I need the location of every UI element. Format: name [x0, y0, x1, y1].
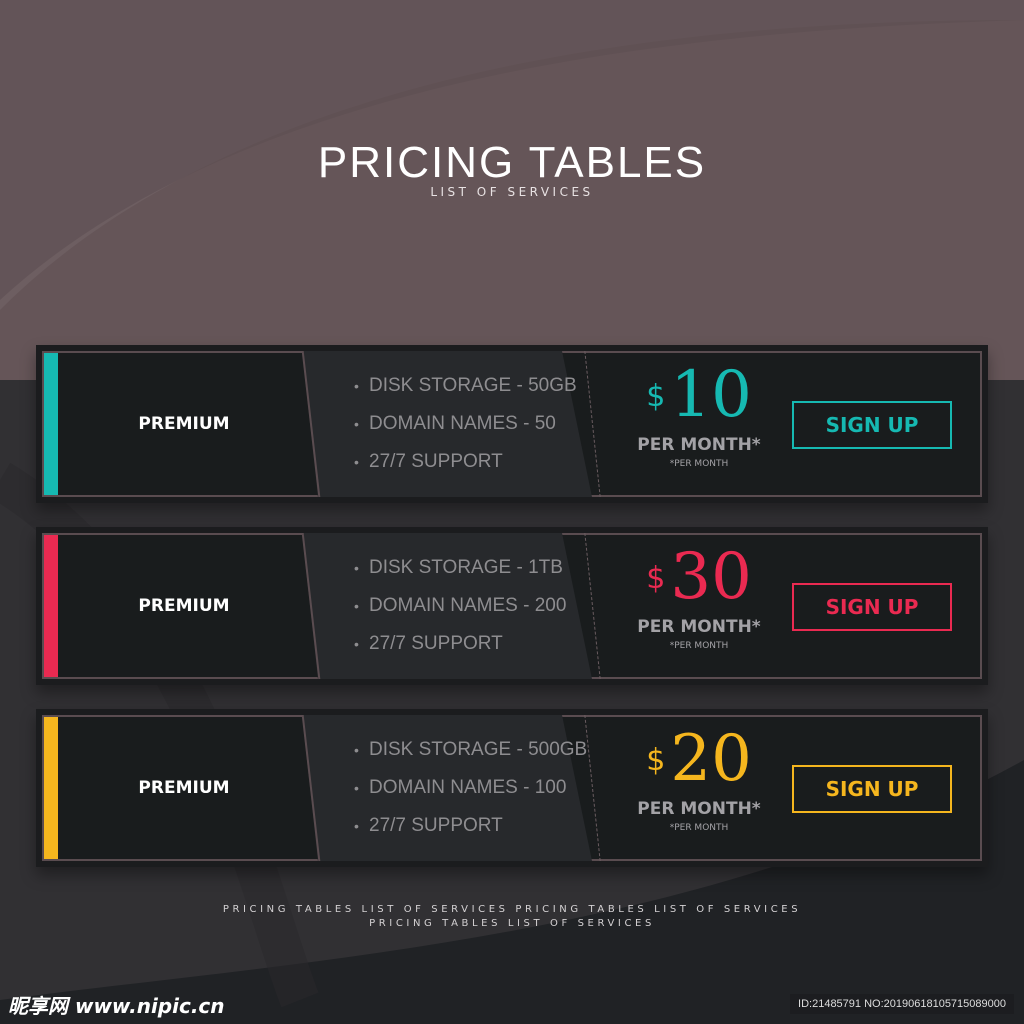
card-inner: PREMIUM • DISK STORAGE - 50GB • DOMAIN NAME… [42, 351, 982, 497]
feature-item: • DOMAIN NAMES - 200 [354, 595, 567, 616]
price-amount: 30 [670, 540, 752, 614]
sign-up-button[interactable]: SIGN UP [792, 765, 952, 813]
per-month-note: *PER MONTH [669, 459, 729, 469]
pricing-card: PREMIUM • DISK STORAGE - 1TB • DOMAIN NAMES… [36, 527, 988, 685]
footer-line-1: PRICING TABLES LIST OF SERVICES PRICING … [222, 904, 802, 915]
price-amount: 10 [670, 358, 752, 432]
feature-item: • DISK STORAGE - 1TB [354, 557, 563, 578]
price-block: $ 30 PER MONTH* *PER MONTH [634, 545, 764, 651]
price-block: $ 20 PER MONTH* *PER MONTH [634, 727, 764, 833]
accent-bar [44, 717, 58, 859]
feature-list: • DISK STORAGE - 1TB • DOMAIN NAMES - 200 • 2… [354, 553, 566, 667]
features-panel [302, 715, 592, 861]
watermark-id: ID:21485791 NO:20190618105715089000 [790, 994, 1014, 1014]
features-panel [302, 533, 592, 679]
watermark-logo: 昵享网 www.nipic.cn [8, 994, 225, 1018]
card-inner: PREMIUM • DISK STORAGE - 1TB • DOMAIN NAMES… [42, 533, 982, 679]
currency-symbol: $ [646, 379, 666, 414]
page-title: PRICING TABLES [317, 138, 707, 187]
plan-name: PREMIUM [138, 596, 230, 616]
per-month-label: PER MONTH* [637, 617, 761, 637]
feature-item: • DOMAIN NAMES - 50 [354, 413, 556, 434]
sign-up-button[interactable]: SIGN UP [792, 583, 952, 631]
footer-line-2: PRICING TABLES LIST OF SERVICES [369, 918, 655, 929]
pricing-card: PREMIUM • DISK STORAGE - 500GB • DOMAIN NAM… [36, 709, 988, 867]
accent-bar [44, 535, 58, 677]
price-block: $ 10 PER MONTH* *PER MONTH [634, 363, 764, 469]
currency-symbol: $ [646, 561, 666, 596]
card-inner: PREMIUM • DISK STORAGE - 500GB • DOMAIN NAM… [42, 715, 982, 861]
price-amount: 20 [670, 722, 752, 796]
per-month-label: PER MONTH* [637, 435, 761, 455]
page-subtitle: LIST OF SERVICES [430, 185, 594, 199]
plan-name: PREMIUM [138, 778, 230, 798]
plan-name: PREMIUM [138, 414, 230, 434]
currency-symbol: $ [646, 743, 666, 778]
feature-item: • DISK STORAGE - 500GB [354, 739, 588, 760]
per-month-label: PER MONTH* [637, 799, 761, 819]
features-panel [302, 351, 592, 497]
feature-item: • 27/7 SUPPORT [354, 633, 503, 654]
pricing-card: PREMIUM • DISK STORAGE - 50GB • DOMAIN NAME… [36, 345, 988, 503]
feature-item: • DISK STORAGE - 50GB [354, 375, 577, 396]
sign-up-button[interactable]: SIGN UP [792, 401, 952, 449]
feature-item: • 27/7 SUPPORT [354, 451, 503, 472]
accent-bar [44, 353, 58, 495]
feature-item: • 27/7 SUPPORT [354, 815, 503, 836]
feature-list: • DISK STORAGE - 50GB • DOMAIN NAMES - 50 • 2… [354, 371, 577, 485]
per-month-note: *PER MONTH [669, 641, 729, 651]
feature-item: • DOMAIN NAMES - 100 [354, 777, 567, 798]
feature-list: • DISK STORAGE - 500GB • DOMAIN NAMES - 100… [354, 735, 587, 849]
per-month-note: *PER MONTH [669, 823, 729, 833]
